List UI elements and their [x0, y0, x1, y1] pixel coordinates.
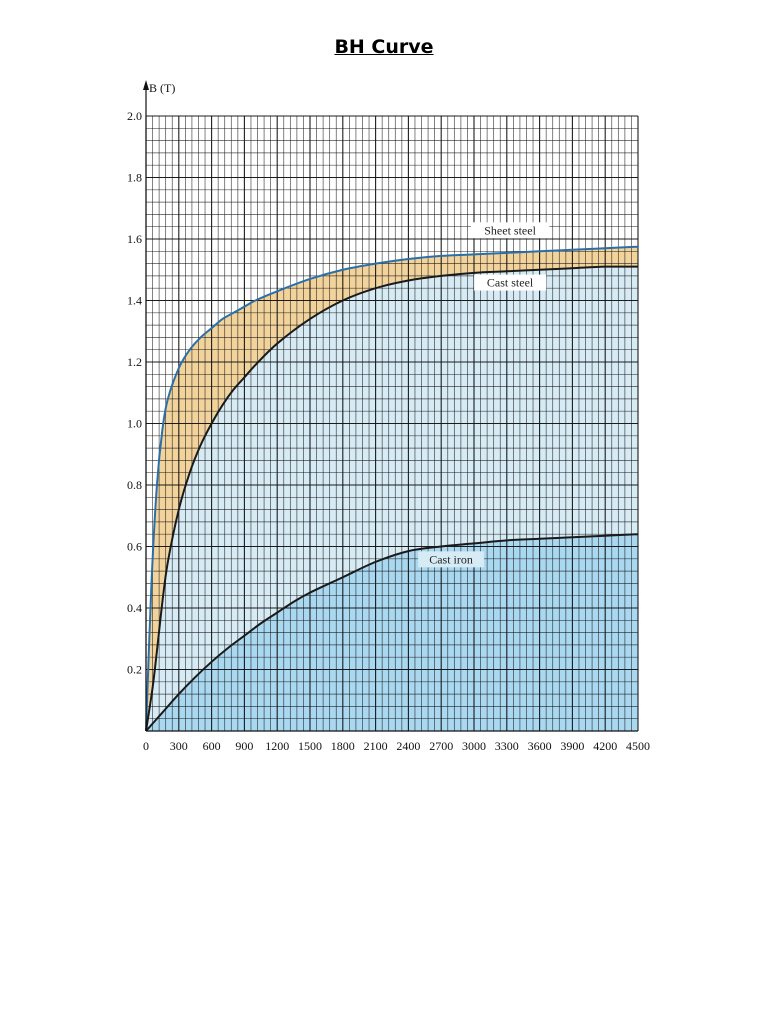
series-label: Sheet steel — [484, 223, 536, 237]
x-tick-label: 300 — [170, 739, 188, 753]
tick-labels: B (T) 0 300 600 900 1200 1500 1800 2100 2400 2700 3… — [127, 81, 650, 753]
series-label: Cast iron — [429, 552, 473, 566]
x-tick-label: 0 — [143, 739, 149, 753]
x-tick-label: 1800 — [331, 739, 355, 753]
page-title: BH Curve — [334, 36, 434, 58]
x-tick-label: 900 — [235, 739, 253, 753]
series-lines — [145, 245, 639, 732]
series-label-box — [418, 551, 484, 568]
y-tick-label: 1.8 — [127, 171, 142, 185]
x-tick-label: 3000 — [462, 739, 486, 753]
cast-steel-band — [146, 266, 638, 731]
y-tick-label: 0.8 — [127, 478, 142, 492]
y-tick-label: 0.2 — [127, 663, 142, 677]
y-tick-label: 1.6 — [127, 232, 142, 246]
series-line-sheet-steel — [145, 245, 639, 732]
y-tick-label: 0.6 — [127, 540, 142, 554]
series-label-box — [470, 222, 550, 239]
series-line-cast-iron — [145, 533, 639, 732]
series-line-cast-steel — [145, 265, 639, 732]
x-tick-label: 1200 — [265, 739, 289, 753]
x-tick-label: 3300 — [495, 739, 519, 753]
x-tick-label: 600 — [203, 739, 221, 753]
y-tick-label: 1.4 — [127, 294, 142, 308]
x-tick-label: 2700 — [429, 739, 453, 753]
series-label-box — [474, 274, 547, 291]
y-tick-label: 1.2 — [127, 355, 142, 369]
y-tick-label: 2.0 — [127, 109, 142, 123]
series-label: Cast steel — [487, 276, 534, 290]
x-tick-label: 4500 — [626, 739, 650, 753]
y-tick-label: 0.4 — [127, 601, 142, 615]
x-tick-label: 2100 — [364, 739, 388, 753]
x-tick-label: 4200 — [593, 739, 617, 753]
x-tick-label: 1500 — [298, 739, 322, 753]
y-axis-title: B (T) — [149, 81, 175, 95]
y-tick-label: 1.0 — [127, 417, 142, 431]
x-tick-label: 3900 — [560, 739, 584, 753]
y-axis-arrow — [143, 80, 149, 90]
chart-axes — [143, 80, 638, 732]
x-tick-label: 2400 — [396, 739, 420, 753]
x-tick-label: 3600 — [528, 739, 552, 753]
series-labels: Sheet steel Cast steel Cast iron — [418, 222, 550, 568]
